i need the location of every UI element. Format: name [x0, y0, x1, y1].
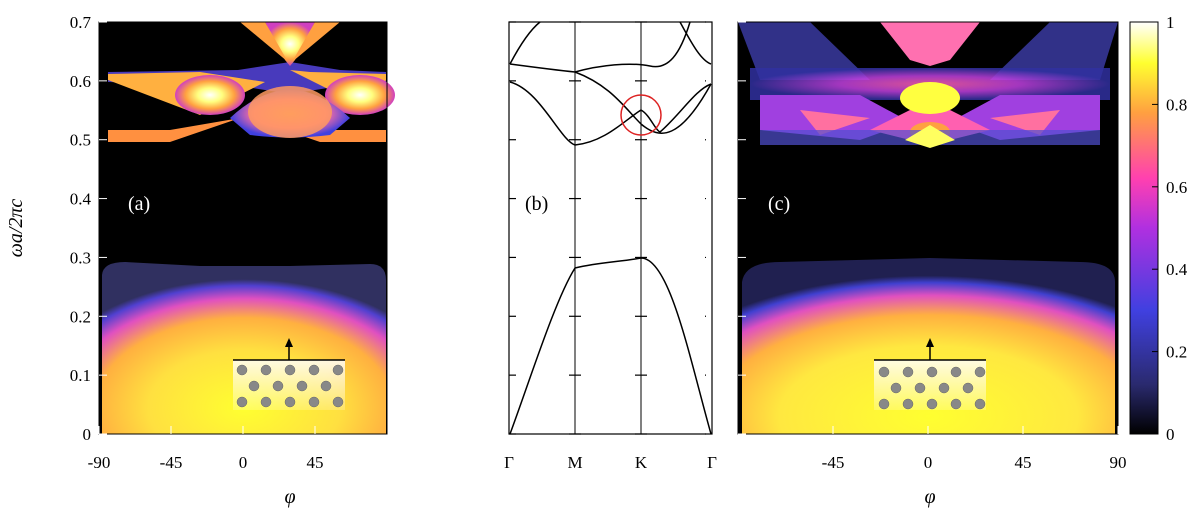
- panel-a-ytick-label: 0.3: [70, 248, 91, 267]
- panel-c-upper-bands: [738, 22, 1118, 148]
- panel-b-xtick-label: M: [567, 453, 582, 472]
- panel-c-xtick-label: 90: [1110, 453, 1127, 472]
- dirac-point-circle: [620, 94, 662, 136]
- band-5: [679, 21, 712, 65]
- panel-a-ytick-label: 0.2: [70, 307, 91, 326]
- colorbar-tick-label: 0.2: [1166, 343, 1187, 362]
- panel-a-ytick-label: 0.7: [70, 13, 92, 32]
- panel-a-ticks: 0 0.1 0.2 0.3 0.4 0.5 0.6 0.7 -90 -45 0 45: [70, 13, 324, 472]
- x-axis-title-a: φ: [284, 486, 295, 508]
- panel-b-xtick-label: Γ: [707, 453, 717, 472]
- panel-b-xtick-label: K: [635, 453, 648, 472]
- panel-c-xtick-label: 0: [924, 453, 933, 472]
- band-3: [509, 63, 712, 134]
- panel-b-label: (b): [525, 193, 548, 215]
- colorbar-tick-label: 0.6: [1166, 178, 1187, 197]
- panel-a-xtick-label: -90: [88, 453, 111, 472]
- band-6: [574, 21, 691, 73]
- panel-c-label: (c): [768, 193, 790, 215]
- band-4: [509, 21, 541, 65]
- panel-a-xtick-label: 45: [307, 453, 324, 472]
- panel-a-inset: [233, 338, 345, 410]
- band-2: [509, 81, 712, 146]
- panel-c: (c) -45 0 45 90: [737, 21, 1127, 472]
- colorbar-tick-label: 1: [1166, 13, 1175, 32]
- panel-c-xtick-label: -45: [822, 453, 845, 472]
- colorbar-ticks: 0 0.2 0.4 0.6 0.8 1: [1152, 13, 1188, 444]
- panel-b: (b) Γ M K Γ: [504, 21, 717, 472]
- colorbar-tick-label: 0.4: [1166, 260, 1188, 279]
- panel-c-inset: [874, 338, 986, 410]
- panel-a: (a) 0 0.1 0.2 0.3 0.4 0.5 0.6 0.7 -90 -45 0 45: [70, 13, 395, 472]
- panel-a-ytick-label: 0.1: [70, 366, 91, 385]
- y-axis-title: ωa/2πc: [5, 199, 27, 258]
- panel-c-ticks: -45 0 45 90: [738, 21, 1127, 472]
- panel-a-xtick-label: -45: [160, 453, 183, 472]
- panel-b-bands: [509, 21, 712, 435]
- x-axis-title-c: φ: [924, 486, 935, 508]
- colorbar-tick-label: 0.8: [1166, 95, 1187, 114]
- panel-b-xtick-label: Γ: [504, 453, 514, 472]
- colorbar-gradient: [1129, 21, 1159, 435]
- panel-a-xtick-label: 0: [239, 453, 248, 472]
- band-1: [509, 257, 712, 435]
- panel-a-ytick-label: 0.4: [70, 190, 92, 209]
- panel-a-ytick-label: 0: [83, 425, 92, 444]
- panel-a-upper-bands: [108, 22, 395, 142]
- panel-b-frame: [508, 21, 713, 435]
- colorbar-tick-label: 0: [1166, 425, 1175, 444]
- panel-a-ytick-label: 0.5: [70, 131, 91, 150]
- panel-a-label: (a): [128, 193, 150, 215]
- panel-b-ticks: [509, 21, 706, 435]
- colorbar: 0 0.2 0.4 0.6 0.8 1: [1129, 13, 1188, 444]
- panel-c-xtick-label: 45: [1015, 453, 1032, 472]
- panel-a-ytick-label: 0.6: [70, 72, 91, 91]
